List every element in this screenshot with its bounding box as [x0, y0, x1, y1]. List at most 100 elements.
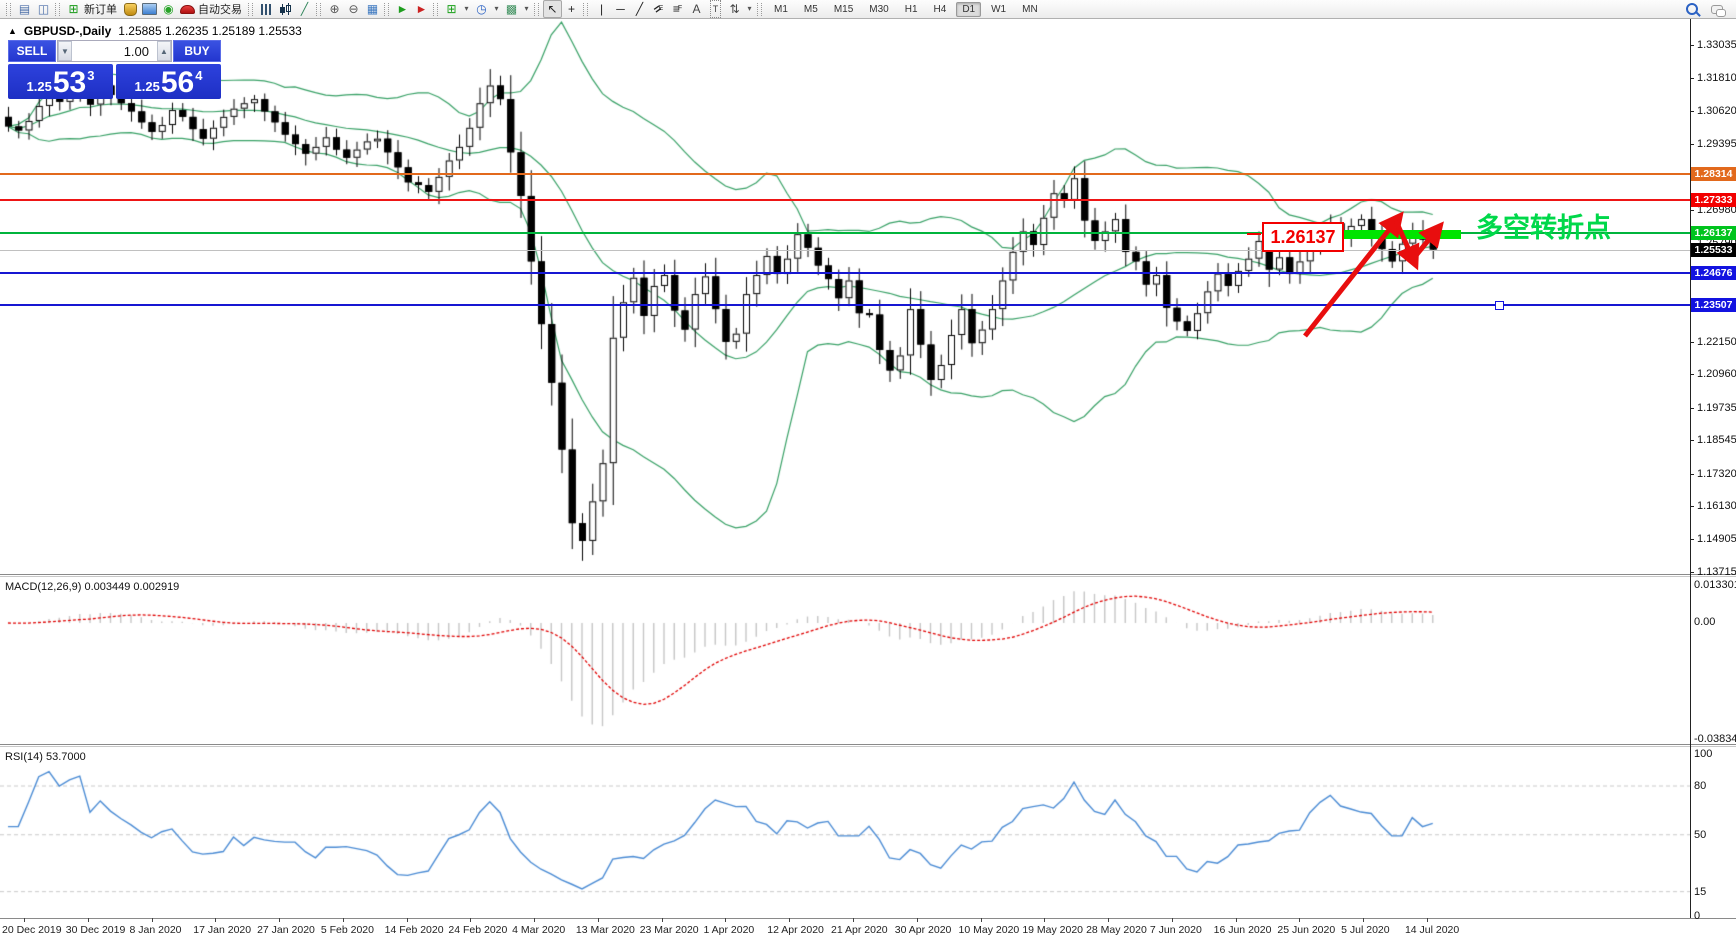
date-axis-tick — [279, 918, 281, 922]
toolbar-group-grip — [6, 2, 11, 16]
panel-splitter-inner — [0, 576, 1736, 577]
autotrading-icon[interactable] — [178, 0, 197, 18]
horizontal-line-1.25533[interactable] — [0, 249, 1690, 251]
sell-button[interactable]: SELL — [8, 40, 56, 62]
horizontal-line-1.24676[interactable] — [0, 271, 1690, 274]
text-icon[interactable]: A — [692, 2, 701, 16]
price-flag-annotation[interactable]: 1.26137 — [1262, 222, 1344, 252]
bar-chart-icon[interactable] — [257, 0, 276, 18]
new-order-label[interactable]: 新订单 — [84, 4, 117, 16]
sell-price-display[interactable]: 1.25 53 3 — [8, 64, 113, 99]
autotrading-icon — [180, 4, 195, 14]
tile-windows-icon[interactable]: ▦ — [366, 2, 379, 16]
turning-point-note[interactable]: 多空转折点 — [1476, 213, 1611, 243]
crosshair-icon[interactable]: + — [567, 2, 575, 16]
fibonacci-icon[interactable]: ≡ F — [672, 2, 683, 16]
price-axis-tick-dash — [1690, 45, 1694, 46]
horizontal-line-1.23507[interactable] — [0, 303, 1690, 306]
chart-shift-icon[interactable]: ► — [415, 2, 428, 16]
buy-button[interactable]: BUY — [173, 40, 221, 62]
bar-chart-icon — [261, 3, 272, 15]
date-axis-tick — [1235, 918, 1237, 922]
volume-up-button[interactable]: ▲ — [157, 41, 171, 61]
volume-value[interactable]: 1.00 — [123, 43, 149, 59]
volume-down-button[interactable]: ▼ — [58, 41, 72, 61]
price-axis-tick-dash — [1690, 78, 1694, 80]
date-axis-tick — [1171, 918, 1173, 922]
chat-icon — [1710, 4, 1726, 17]
search-icon — [1685, 3, 1698, 15]
charts-window-icon[interactable]: ▤ — [18, 2, 31, 16]
timeframe-button-W1[interactable]: W1 — [991, 3, 1007, 15]
timeframe-button-M1[interactable]: M1 — [774, 3, 788, 15]
new-order-icon[interactable]: ⊞ — [68, 2, 79, 16]
channel-icon[interactable]: = E — [650, 1, 665, 17]
indicators-dropdown-icon[interactable]: ▾ — [464, 4, 469, 13]
timeframe-button-H4[interactable]: H4 — [933, 3, 947, 15]
trendline-icon[interactable]: ╱ — [635, 2, 644, 16]
line-handle[interactable] — [1495, 300, 1504, 310]
date-axis-label: 1 Apr 2020 — [703, 924, 755, 936]
label-icon[interactable]: T — [706, 0, 725, 18]
autotrading-label[interactable]: 自动交易 — [198, 4, 242, 16]
horizontal-line-1.27333[interactable] — [0, 199, 1690, 202]
date-axis-tick — [661, 918, 663, 922]
date-axis-tick — [789, 918, 791, 922]
price-axis-tick: 1.20960 — [1697, 368, 1736, 381]
vertical-line-icon[interactable]: | — [599, 2, 604, 16]
buy-price-display[interactable]: 1.25 56 4 — [116, 64, 221, 99]
templates-icon[interactable]: ▩ — [505, 2, 518, 16]
cursor-icon[interactable]: ↖ — [543, 0, 562, 18]
price-level-badge: 1.24676 — [1691, 265, 1736, 280]
search-icon[interactable] — [1682, 0, 1701, 18]
price-axis-tick-dash — [1690, 539, 1694, 541]
candlestick-chart-icon — [279, 2, 292, 16]
toolbar-group-grip — [534, 2, 539, 16]
zoom-in-icon[interactable]: ⊕ — [329, 2, 340, 16]
panel-splitter-2[interactable] — [0, 744, 1736, 745]
rsi-canvas[interactable] — [0, 747, 1690, 918]
timeframe-button-M5[interactable]: M5 — [803, 3, 818, 15]
arrows-icon[interactable]: ⇅ — [729, 2, 740, 16]
timeframe-button-D1[interactable]: D1 — [956, 1, 982, 17]
metaeditor-icon[interactable] — [140, 0, 159, 18]
date-axis-label: 14 Jul 2020 — [1404, 924, 1460, 936]
price-chart-canvas[interactable] — [0, 20, 1690, 575]
price-level-badge: 1.26137 — [1691, 226, 1736, 241]
signals-icon[interactable]: ◉ — [163, 2, 174, 16]
horizontal-line-icon[interactable]: ─ — [616, 2, 625, 16]
date-axis-label: 23 Mar 2020 — [639, 924, 699, 936]
templates-dropdown-icon[interactable]: ▾ — [524, 4, 529, 13]
timeframe-button-M30[interactable]: M30 — [869, 3, 889, 15]
macd-canvas[interactable] — [0, 577, 1690, 744]
indicators-icon[interactable]: ⊞ — [446, 2, 457, 16]
horizontal-line-1.28314[interactable] — [0, 172, 1690, 175]
date-axis-label: 25 Jun 2020 — [1277, 924, 1336, 936]
chart-profiles-icon[interactable]: ◫ — [37, 2, 50, 16]
panel-splitter[interactable] — [0, 574, 1736, 575]
periods-icon[interactable]: ◷ — [476, 2, 487, 16]
date-axis-tick — [87, 918, 89, 922]
sell-price-pip: 3 — [87, 68, 95, 83]
timeframe-button-MN[interactable]: MN — [1022, 3, 1038, 15]
horizontal-line-1.26137[interactable] — [0, 232, 1690, 235]
gold-jar-icon[interactable] — [121, 0, 140, 18]
candlestick-chart-icon[interactable] — [276, 0, 295, 18]
price-axis-tick: 1.33035 — [1697, 39, 1736, 51]
auto-scroll-icon[interactable]: ► — [396, 2, 409, 16]
toolbar-group-grip — [757, 2, 762, 16]
highlight-bar-annotation[interactable] — [1343, 230, 1461, 239]
one-click-trade-panel: SELL ▼ 1.00 ▲ BUY 1.25 53 3 1.25 56 4 — [8, 40, 221, 99]
date-axis-label: 24 Feb 2020 — [448, 924, 508, 936]
timeframe-button-H1[interactable]: H1 — [904, 3, 918, 15]
buy-price-main: 56 — [160, 66, 195, 99]
zoom-out-icon[interactable]: ⊖ — [348, 2, 359, 16]
toolbar: ▤ ◫ ⊞ 新订单 ◉ 自动交易 ╱ ⊕ ⊖ ▦ ► ► ⊞ ▾ ◷ ▾ ▩ ▾ ↖ + | ─ ╱ = E ≡ F A T ⇅ ▾ M1 M5… — [0, 0, 1736, 19]
arrows-dropdown-icon[interactable]: ▾ — [747, 4, 752, 13]
periods-dropdown-icon[interactable]: ▾ — [494, 4, 499, 13]
timeframe-button-M15[interactable]: M15 — [833, 3, 854, 15]
line-chart-icon[interactable]: ╱ — [300, 2, 309, 16]
collapse-chart-icon[interactable]: ▲ — [8, 26, 17, 36]
volume-field: ▼ 1.00 ▲ — [57, 40, 172, 62]
chat-icon[interactable] — [1707, 0, 1726, 18]
